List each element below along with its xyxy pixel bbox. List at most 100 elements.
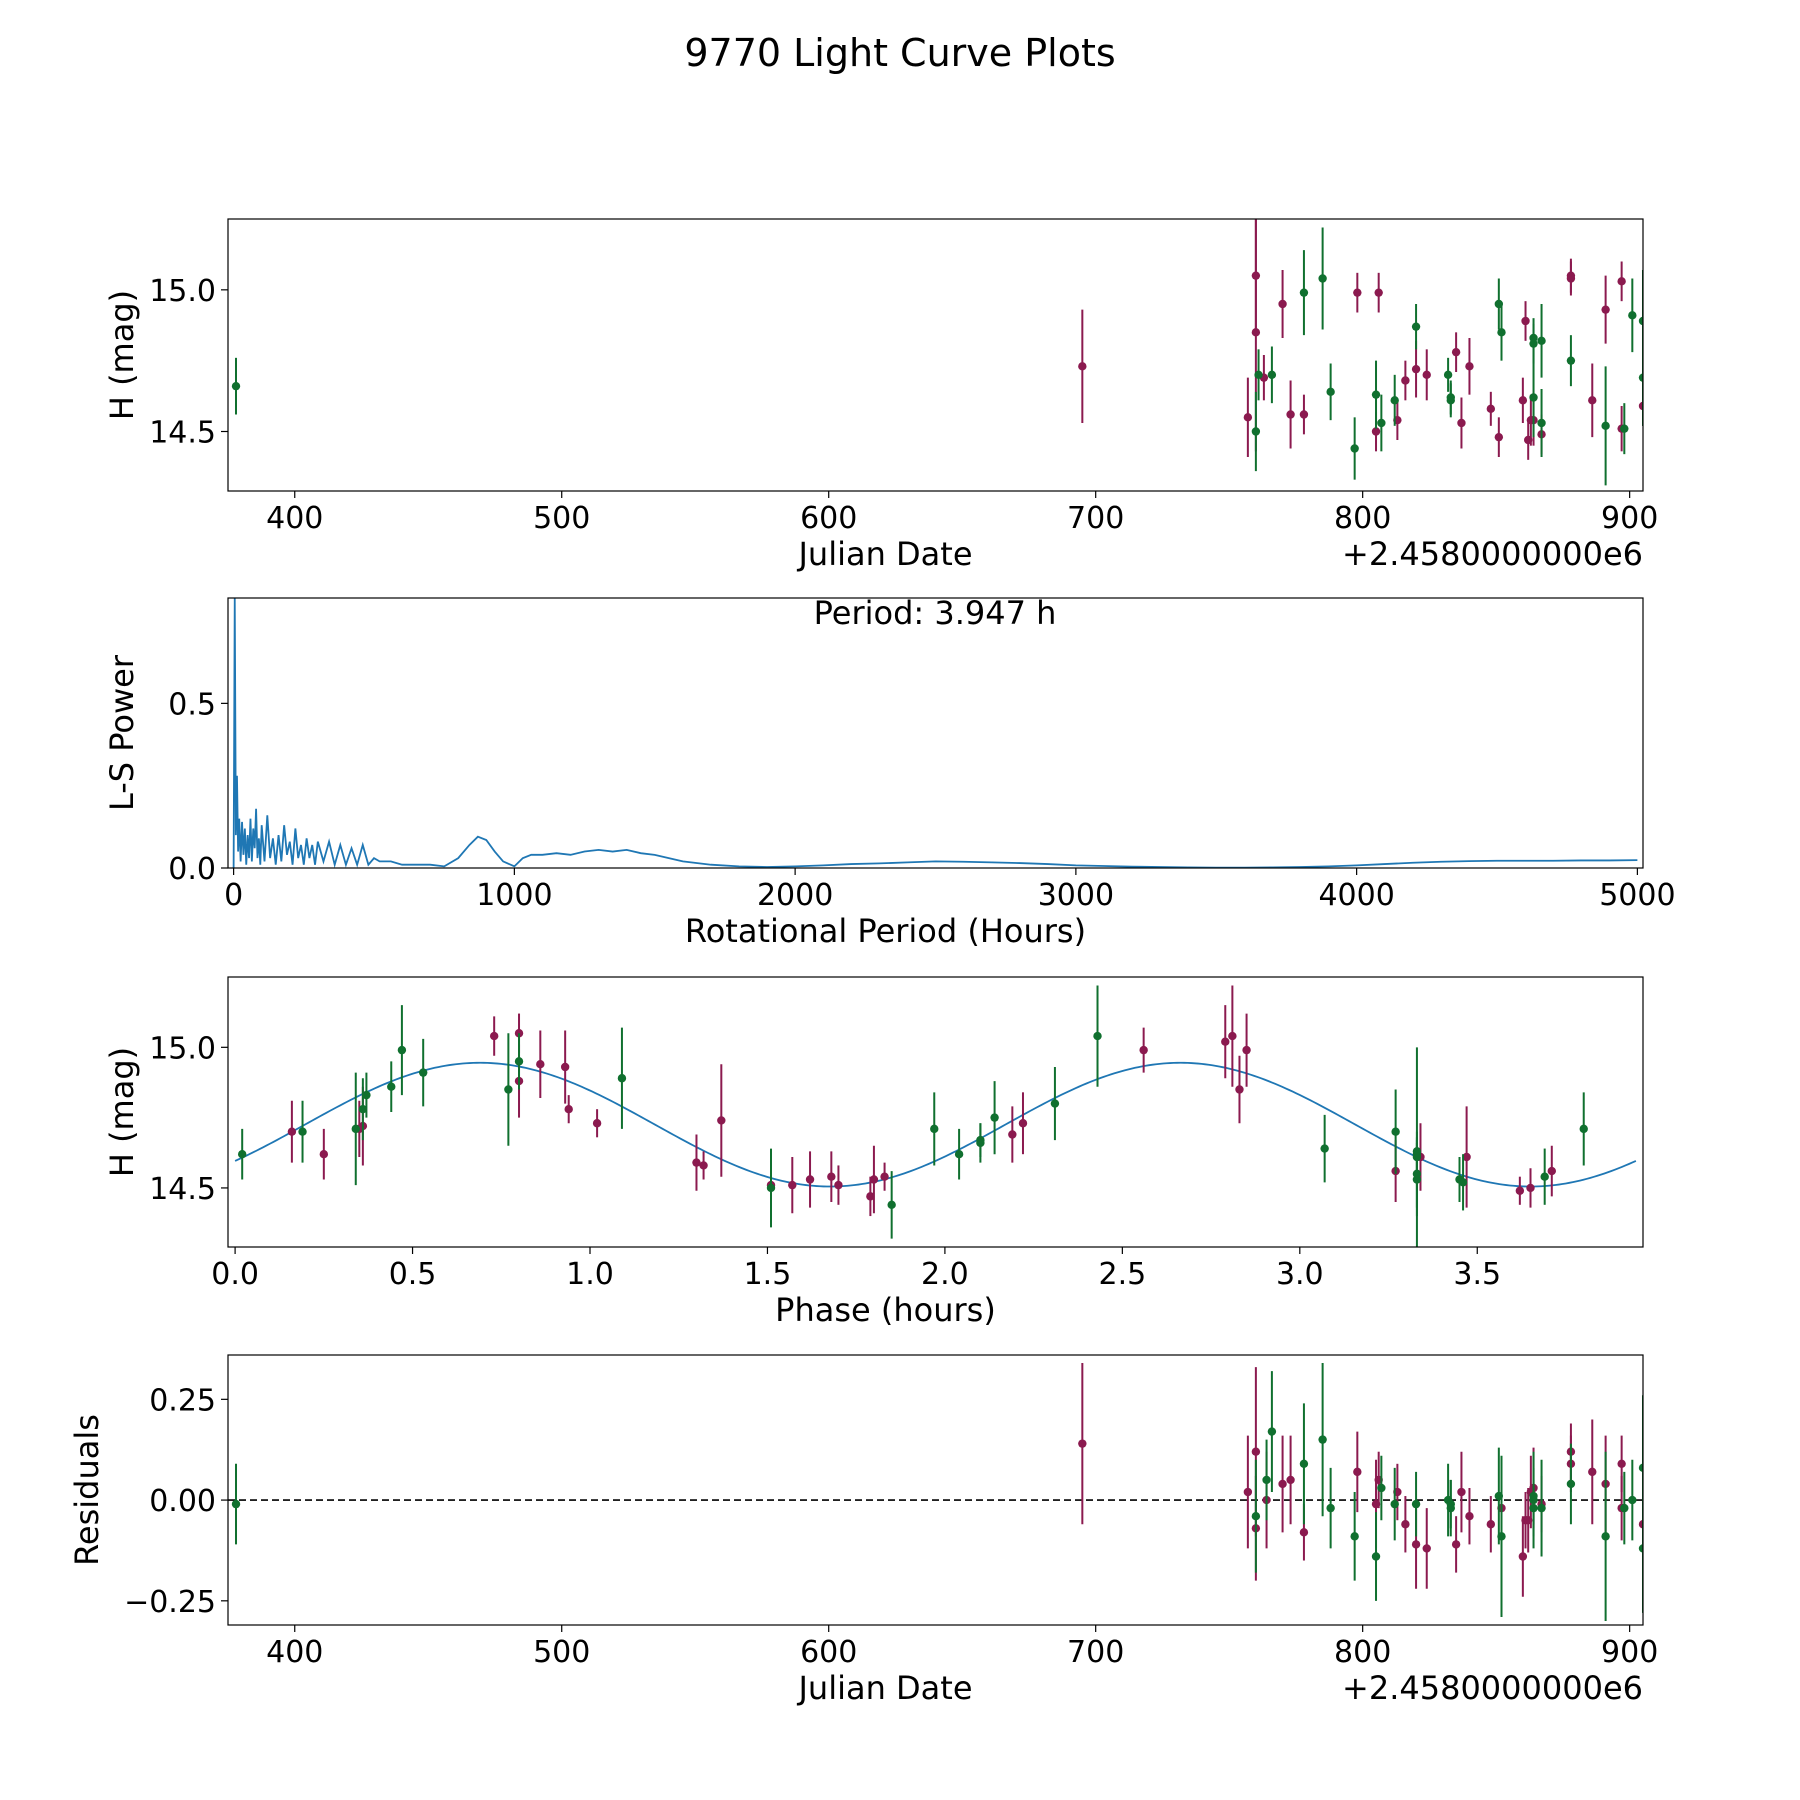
phased-magenta-point <box>1139 1045 1148 1055</box>
phased-magenta-point <box>880 1172 889 1181</box>
residuals-green-point <box>1638 1463 1643 1473</box>
phased-green-point <box>298 1127 307 1136</box>
phased-green-point <box>418 1068 428 1077</box>
lightcurve-magenta-point <box>1422 370 1431 380</box>
periodogram-ytick-label: 0.5 <box>168 687 216 722</box>
lightcurve-green-point <box>1529 339 1538 348</box>
residuals-ytick-label: 0.00 <box>149 1484 216 1519</box>
lightcurve-xtick-label: 400 <box>266 501 323 536</box>
lightcurve-magenta-point <box>1457 418 1466 428</box>
periodogram-xtick-label: 5000 <box>1599 878 1675 913</box>
phased-green-point <box>976 1135 985 1145</box>
periodogram-panel: 0 1000 2000 3000 4000 5000 0.0 0.5 Rotational Pe… <box>103 594 1676 950</box>
lightcurve-magenta-point <box>1411 364 1421 374</box>
periodogram-xtick-label: 0 <box>224 878 243 913</box>
lightcurve-green-point <box>1326 387 1335 397</box>
phased-magenta-point <box>1526 1183 1535 1193</box>
phased-xtick-label: 2.0 <box>921 1257 969 1292</box>
lightcurve-magenta-point <box>1078 362 1087 371</box>
phased-green-point <box>1050 1099 1060 1108</box>
lightcurve-green-point <box>1267 370 1277 380</box>
residuals-ytick-label: −0.25 <box>124 1585 216 1620</box>
phased-panel: 0.0 0.5 1.0 1.5 2.0 2.5 3.0 3.5 14.5 15.0 Phase (h… <box>103 976 1644 1329</box>
phased-xlabel: Phase (hours) <box>775 1291 996 1329</box>
residuals-green-point <box>1537 1503 1546 1513</box>
residuals-green-point <box>1262 1475 1271 1485</box>
lightcurve-green-point <box>1318 274 1327 283</box>
phased-magenta-point <box>592 1119 602 1128</box>
figure-title: 9770 Light Curve Plots <box>684 31 1115 75</box>
lightcurve-green-point <box>1537 418 1546 428</box>
residuals-magenta-point <box>1299 1528 1309 1537</box>
residuals-green-point <box>1377 1483 1386 1493</box>
residuals-xlabel: Julian Date <box>796 1669 972 1707</box>
phased-ytick-label: 15.0 <box>149 1031 216 1066</box>
lightcurve-green-point <box>1620 424 1629 433</box>
lightcurve-xtick-label: 500 <box>533 501 590 536</box>
phased-green-point <box>990 1113 999 1122</box>
phased-xtick-label: 3.5 <box>1453 1257 1501 1292</box>
lightcurve-green-point <box>1299 288 1309 297</box>
periodogram-ylabel: L-S Power <box>103 654 141 811</box>
lightcurve-magenta-point <box>1588 396 1597 405</box>
lightcurve-magenta-point <box>1278 299 1287 309</box>
phased-magenta-point <box>1018 1119 1028 1128</box>
residuals-green-point <box>231 1499 241 1509</box>
residuals-magenta-point <box>1457 1487 1466 1497</box>
phased-ytick-label: 14.5 <box>149 1172 216 1207</box>
phased-xtick-label: 3.0 <box>1276 1257 1324 1292</box>
residuals-magenta-point <box>1451 1540 1461 1549</box>
phased-magenta-point <box>564 1104 573 1114</box>
residuals-green-point <box>1620 1503 1629 1513</box>
lightcurve-ylabel: H (mag) <box>103 290 141 420</box>
residuals-magenta-point <box>1617 1459 1626 1469</box>
residuals-xtick-label: 700 <box>1067 1635 1124 1670</box>
phased-magenta-point <box>1235 1085 1244 1094</box>
phased-magenta-point <box>1242 1045 1251 1055</box>
periodogram-ytick-label: 0.0 <box>168 852 216 887</box>
phased-magenta-point <box>319 1149 329 1159</box>
lightcurve-magenta-point <box>1401 376 1410 385</box>
residuals-magenta-point <box>1251 1447 1261 1456</box>
lightcurve-green-point <box>1443 370 1453 380</box>
phased-green-point <box>1579 1124 1588 1134</box>
phased-magenta-point <box>788 1180 797 1190</box>
phased-green-point <box>1093 1031 1102 1041</box>
lightcurve-xtick-label: 800 <box>1334 501 1391 536</box>
lightcurve-magenta-point <box>1617 277 1626 286</box>
phased-xtick-label: 1.0 <box>566 1257 614 1292</box>
lightcurve-magenta-point <box>1374 288 1383 297</box>
phased-xtick-label: 0.5 <box>389 1257 437 1292</box>
phased-magenta-point <box>1462 1152 1471 1162</box>
phased-magenta-point <box>489 1031 499 1041</box>
residuals-green-point <box>1318 1435 1327 1444</box>
residuals-magenta-point <box>1638 1520 1643 1529</box>
residuals-green-point <box>1601 1532 1610 1541</box>
lightcurve-magenta-point <box>1601 305 1610 314</box>
phased-magenta-point <box>869 1175 879 1184</box>
residuals-green-point <box>1638 1544 1643 1553</box>
lightcurve-green-point <box>1638 373 1643 382</box>
lightcurve-xtick-label: 700 <box>1067 501 1124 536</box>
residuals-green-point <box>1371 1552 1381 1561</box>
lightcurve-magenta-point <box>1638 401 1643 411</box>
lightcurve-green-point <box>1628 311 1637 320</box>
residuals-panel: 400 500 600 700 800 900 −0.25 0.00 0.25 Julian Da… <box>68 1354 1658 1707</box>
phased-magenta-point <box>1547 1166 1556 1176</box>
lightcurve-green-point <box>1529 393 1538 402</box>
residuals-green-point <box>1411 1499 1421 1509</box>
phased-green-point <box>237 1149 247 1159</box>
residuals-green-point <box>1497 1532 1506 1541</box>
lightcurve-magenta-point <box>1465 362 1474 371</box>
residuals-xtick-label: 500 <box>533 1635 590 1670</box>
phased-magenta-point <box>1228 1031 1237 1041</box>
phased-green-point <box>954 1149 964 1159</box>
residuals-frame <box>227 1354 1644 1626</box>
residuals-magenta-point <box>1286 1475 1295 1485</box>
lightcurve-magenta-point <box>1371 427 1381 436</box>
phased-green-point <box>397 1045 407 1055</box>
phased-fit-curve <box>234 1061 1637 1188</box>
phased-green-point <box>351 1124 360 1134</box>
